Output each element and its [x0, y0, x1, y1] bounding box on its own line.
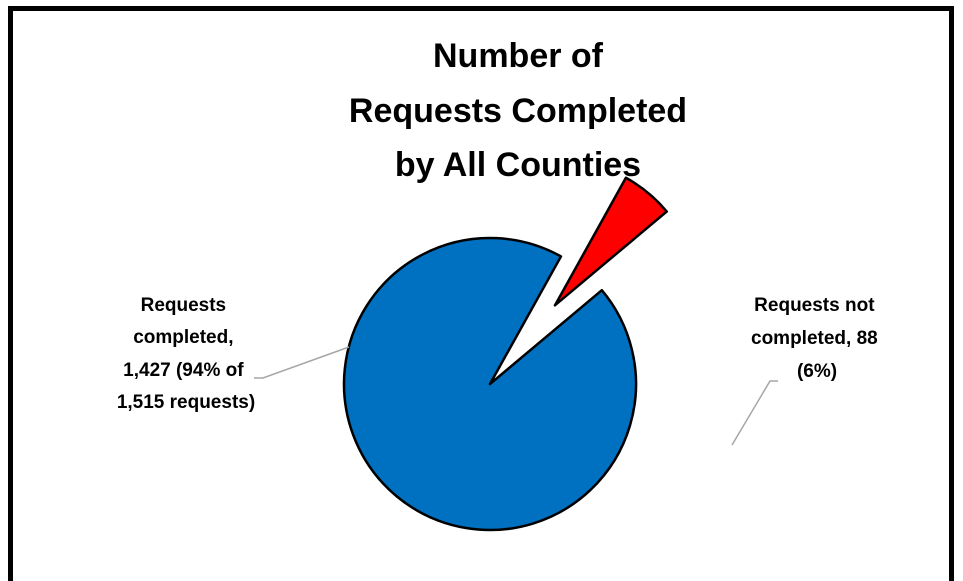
chart-title-line-2: Requests Completed [349, 92, 687, 130]
slice-label-not-completed-line-2: completed, 88 [751, 328, 878, 349]
pie-slice-not-completed [553, 176, 669, 307]
slice-label-completed-line-4: 1,515 requests) [117, 392, 255, 413]
slice-label-not-completed: Requests not completed, 88 (6%) [751, 295, 883, 382]
pie-slice-completed [342, 236, 638, 532]
pie-slices [342, 176, 669, 532]
chart-title-line-1: Number of [433, 37, 604, 75]
slice-label-not-completed-line-1: Requests not [754, 295, 875, 316]
leader-line-completed [254, 346, 350, 379]
slice-label-completed: Requests completed, 1,427 (94% of 1,515 … [117, 295, 255, 413]
leader-line-not-completed [731, 380, 778, 446]
slice-label-not-completed-line-3: (6%) [797, 361, 837, 382]
slice-label-completed-line-3: 1,427 (94% of [123, 360, 244, 381]
chart-title-line-3: by All Counties [395, 146, 641, 184]
slice-label-completed-line-2: completed, [133, 327, 233, 348]
slice-label-completed-line-1: Requests [141, 295, 227, 316]
